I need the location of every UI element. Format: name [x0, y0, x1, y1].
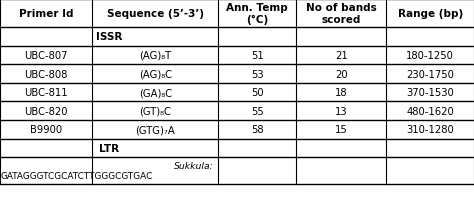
- Text: 55: 55: [251, 106, 264, 116]
- Text: UBC-820: UBC-820: [25, 106, 68, 116]
- Text: (AG)₈C: (AG)₈C: [139, 69, 172, 79]
- Text: UBC-811: UBC-811: [24, 88, 68, 98]
- Text: Primer Id: Primer Id: [19, 9, 73, 19]
- Text: 21: 21: [335, 51, 347, 61]
- Text: Sukkula:: Sukkula:: [173, 162, 213, 171]
- Text: 58: 58: [251, 125, 264, 135]
- Text: 310-1280: 310-1280: [406, 125, 454, 135]
- Text: 50: 50: [251, 88, 264, 98]
- Text: No of bands
scored: No of bands scored: [306, 3, 377, 25]
- Text: ISSR: ISSR: [96, 32, 122, 42]
- Text: LTR: LTR: [99, 143, 119, 153]
- Text: 15: 15: [335, 125, 347, 135]
- Text: 480-1620: 480-1620: [406, 106, 454, 116]
- Text: (GA)₈C: (GA)₈C: [139, 88, 172, 98]
- Text: Ann. Temp
(°C): Ann. Temp (°C): [226, 3, 288, 25]
- Text: 18: 18: [335, 88, 347, 98]
- Text: 370-1530: 370-1530: [406, 88, 454, 98]
- Text: GATAGGGTCGCATCTTGGGCGTGAC: GATAGGGTCGCATCTTGGGCGTGAC: [1, 171, 153, 180]
- Text: 20: 20: [335, 69, 347, 79]
- Text: 53: 53: [251, 69, 264, 79]
- Text: (GT)₈C: (GT)₈C: [139, 106, 171, 116]
- Text: Sequence (5’-3’): Sequence (5’-3’): [107, 9, 204, 19]
- Text: Range (bp): Range (bp): [398, 9, 463, 19]
- Text: 51: 51: [251, 51, 264, 61]
- Text: (AG)₈T: (AG)₈T: [139, 51, 171, 61]
- Text: 230-1750: 230-1750: [406, 69, 454, 79]
- Text: B9900: B9900: [30, 125, 62, 135]
- Text: 13: 13: [335, 106, 347, 116]
- Text: UBC-807: UBC-807: [25, 51, 68, 61]
- Text: 180-1250: 180-1250: [406, 51, 454, 61]
- Text: UBC-808: UBC-808: [25, 69, 68, 79]
- Text: (GTG)₇A: (GTG)₇A: [136, 125, 175, 135]
